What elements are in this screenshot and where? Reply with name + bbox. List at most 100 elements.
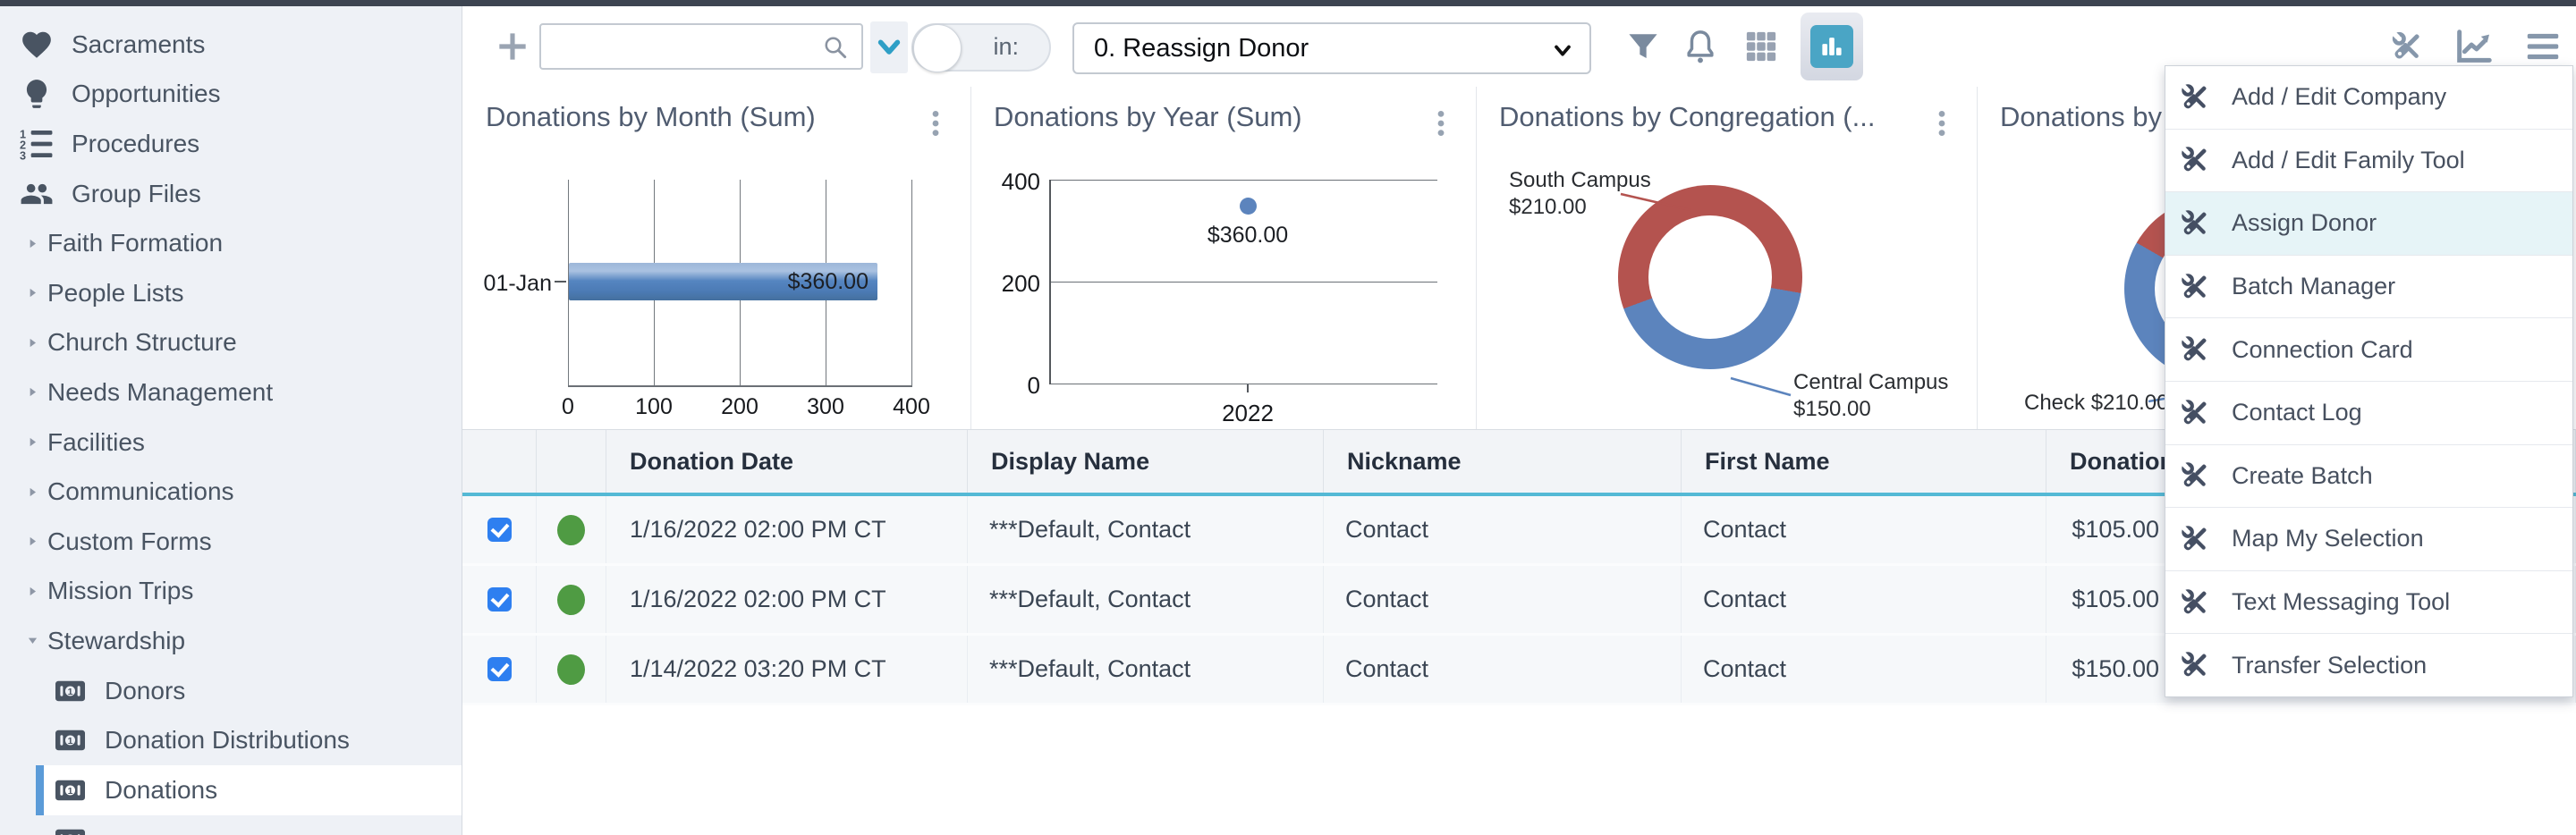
sidebar-item-group-files[interactable]: Group Files [0, 169, 462, 219]
sidebar-item-partial[interactable] [0, 815, 462, 835]
menu-item-assign-donor[interactable]: Assign Donor [2165, 192, 2572, 256]
tools-icon [2176, 79, 2214, 116]
chart-donations-by-year: Donations by Year (Sum) 400 200 0 $360.0… [970, 87, 1477, 429]
sidebar-item-label: Needs Management [47, 377, 274, 406]
menu-item-contact-log[interactable]: Contact Log [2165, 382, 2572, 445]
sidebar: Sacraments Opportunities Procedures Grou… [0, 6, 462, 835]
header-cell-checkbox [462, 430, 537, 493]
status-dot [557, 514, 585, 545]
caret-right-icon [25, 384, 40, 400]
hamburger-menu-icon[interactable] [2522, 26, 2563, 67]
status-dot [557, 654, 585, 685]
x-tick-label: 0 [562, 394, 574, 419]
notifications-bell-icon[interactable] [1681, 27, 1720, 66]
view-select[interactable]: 0. Reassign Donor [1072, 22, 1591, 74]
sidebar-item-needs-management[interactable]: Needs Management [0, 367, 462, 418]
sidebar-item-mission-trips[interactable]: Mission Trips [0, 567, 462, 617]
search-input[interactable] [539, 23, 863, 70]
sidebar-item-label: Opportunities [72, 80, 221, 108]
grid-view-icon[interactable] [1741, 27, 1781, 66]
header-cell-nickname[interactable]: Nickname [1324, 430, 1682, 493]
menu-item-label: Map My Selection [2232, 525, 2424, 552]
bar-chart-icon [1810, 25, 1853, 68]
donut-chart [1618, 185, 1802, 369]
gridline [911, 180, 912, 385]
tools-icon[interactable] [2386, 26, 2428, 67]
row-checkbox[interactable] [487, 587, 512, 611]
numbered-list-icon [20, 127, 54, 161]
kebab-menu-icon[interactable] [1426, 97, 1456, 149]
chart-title: Donations by Congregation (... [1499, 101, 1876, 132]
caret-right-icon [25, 335, 40, 350]
kebab-menu-icon[interactable] [1927, 97, 1957, 149]
row-checkbox[interactable] [487, 657, 512, 681]
menu-item-add-edit-family-tool[interactable]: Add / Edit Family Tool [2165, 130, 2572, 193]
menu-item-transfer-selection[interactable]: Transfer Selection [2165, 634, 2572, 696]
filter-icon[interactable] [1623, 27, 1663, 66]
sidebar-item-donors[interactable]: Donors [0, 666, 462, 716]
money-bill-icon [51, 724, 89, 756]
row-checkbox[interactable] [487, 518, 512, 542]
sidebar-item-sacraments[interactable]: Sacraments [0, 20, 462, 70]
chart-donations-by-congregation: Donations by Congregation (... South Cam… [1476, 87, 1978, 429]
tools-icon [2176, 520, 2214, 558]
sidebar-item-label: Faith Formation [47, 229, 224, 257]
chart-title: Donations by Month (Sum) [486, 101, 816, 132]
menu-item-create-batch[interactable]: Create Batch [2165, 445, 2572, 509]
add-icon[interactable] [493, 27, 532, 66]
menu-item-label: Contact Log [2232, 399, 2362, 426]
menu-item-batch-manager[interactable]: Batch Manager [2165, 256, 2572, 319]
chart-title: Donations by Year (Sum) [994, 101, 1302, 132]
cell-display-name: ***Default, Contact [968, 566, 1324, 633]
kebab-menu-icon[interactable] [920, 97, 951, 149]
view-select-value: 0. Reassign Donor [1094, 33, 1309, 63]
sidebar-item-donations[interactable]: Donations [0, 764, 462, 815]
x-tick-label: 400 [893, 394, 930, 419]
menu-item-label: Text Messaging Tool [2232, 588, 2451, 616]
sidebar-item-people-lists[interactable]: People Lists [0, 268, 462, 318]
in-toggle[interactable]: in: [911, 23, 1051, 72]
sidebar-item-opportunities[interactable]: Opportunities [0, 70, 462, 120]
cell-donation-amount: $105.00 [2046, 566, 2576, 633]
header-cell-display-name[interactable]: Display Name [968, 430, 1324, 493]
line-chart-icon[interactable] [2453, 26, 2494, 67]
tools-icon [2176, 331, 2214, 368]
menu-item-text-messaging-tool[interactable]: Text Messaging Tool [2165, 571, 2572, 635]
chart-title: Donations by [2000, 101, 2162, 132]
sidebar-item-label: Communications [47, 477, 234, 506]
gridline [1049, 180, 1437, 181]
search-options-button[interactable] [870, 21, 908, 73]
menu-item-connection-card[interactable]: Connection Card [2165, 318, 2572, 382]
header-cell-donation-date[interactable]: Donation Date [606, 430, 968, 493]
menu-item-add-edit-company[interactable]: Add / Edit Company [2165, 66, 2572, 130]
y-tick-label: 200 [1001, 270, 1040, 297]
x-axis [568, 385, 912, 387]
chart-view-button[interactable] [1801, 13, 1863, 80]
y-category-label: 01-Jan [483, 271, 552, 296]
menu-item-map-my-selection[interactable]: Map My Selection [2165, 508, 2572, 571]
x-tick-mark [1247, 384, 1249, 392]
gridline [568, 180, 569, 385]
top-window-strip [0, 0, 2576, 6]
sidebar-item-communications[interactable]: Communications [0, 467, 462, 517]
sidebar-item-donation-distributions[interactable]: Donation Distributions [0, 715, 462, 765]
sidebar-item-procedures[interactable]: Procedures [0, 119, 462, 169]
header-cell-first-name[interactable]: First Name [1682, 430, 2046, 493]
y-axis [1049, 180, 1051, 384]
menu-item-label: Add / Edit Family Tool [2232, 146, 2465, 173]
cell-nickname: Contact [1324, 636, 1682, 703]
sidebar-item-church-structure[interactable]: Church Structure [0, 318, 462, 368]
caret-down-icon [25, 633, 40, 648]
toggle-knob[interactable] [913, 24, 962, 72]
bar-value-label: $360.00 [787, 268, 869, 294]
status-dot [557, 584, 585, 615]
sidebar-item-facilities[interactable]: Facilities [0, 418, 462, 468]
sidebar-item-stewardship[interactable]: Stewardship [0, 616, 462, 666]
sidebar-item-label: Procedures [72, 129, 200, 157]
bar-01-jan: $360.00 [569, 263, 877, 300]
slice-label: Check $210.00 [2024, 391, 2169, 415]
sidebar-item-faith-formation[interactable]: Faith Formation [0, 218, 462, 268]
header-cell-status [537, 430, 606, 493]
sidebar-item-custom-forms[interactable]: Custom Forms [0, 517, 462, 567]
